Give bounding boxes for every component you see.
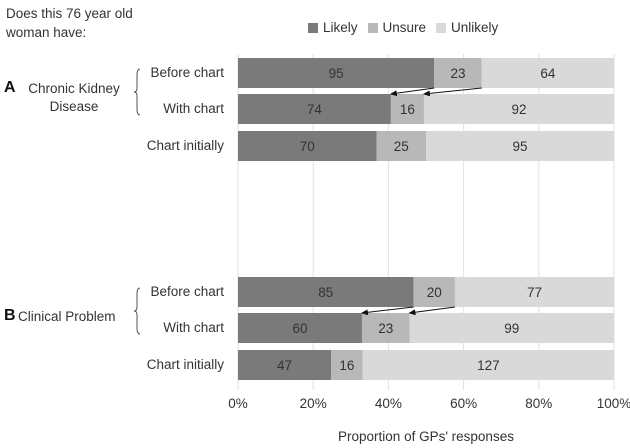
group-letter-b: B: [4, 307, 16, 324]
data-label: 60: [292, 321, 307, 336]
group-bracket-0: [133, 68, 141, 116]
data-label: 64: [540, 66, 556, 81]
bar-0-likely: [238, 58, 435, 88]
group-name-a: Chronic Kidney Disease: [28, 81, 120, 114]
row-label-a-before: Before chart: [150, 65, 224, 80]
shift-arrow-unsure-0: [422, 87, 482, 97]
legend-swatch-likely: [308, 22, 318, 33]
bar-0-unsure: [434, 58, 482, 88]
row-label-b-initially: Chart initially: [146, 357, 224, 372]
shift-arrow-likely-0: [389, 87, 435, 97]
x-tick-label: 40%: [375, 396, 402, 411]
legend-swatch-unsure: [367, 22, 378, 33]
data-label: 23: [378, 321, 393, 336]
data-label: 127: [477, 358, 500, 373]
data-label: 16: [400, 102, 415, 117]
data-label: 74: [307, 102, 323, 117]
shift-arrow-likely-1: [360, 306, 414, 316]
bar-2-likely: [238, 131, 377, 161]
bar-0-unlikely: [481, 58, 614, 88]
bar-5-likely: [238, 350, 332, 380]
data-label: 92: [511, 102, 526, 117]
bar-1-unsure: [390, 94, 424, 124]
data-label: 99: [504, 321, 519, 336]
legend-item-likely: Likely: [308, 20, 358, 35]
legend-label-unsure: Unsure: [382, 20, 427, 35]
bar-4-unsure: [361, 313, 410, 343]
bar-3-likely: [238, 277, 414, 307]
legend-item-unsure: Unsure: [367, 20, 427, 35]
group-letter-a: A: [4, 79, 16, 96]
data-label: 16: [339, 358, 354, 373]
bar-1-unlikely: [423, 94, 614, 124]
bar-5-unlikely: [362, 350, 614, 380]
row-label-b-with: With chart: [163, 320, 224, 335]
data-label: 70: [300, 139, 315, 154]
bar-3-unlikely: [454, 277, 614, 307]
shift-arrow-unsure-1: [408, 306, 455, 316]
chart-question: Does this 76 year old woman have:: [6, 6, 133, 40]
x-tick-label: 100%: [597, 396, 630, 411]
data-label: 85: [318, 285, 333, 300]
row-label-b-before: Before chart: [150, 284, 224, 299]
data-label: 23: [451, 66, 466, 81]
x-tick-label: 20%: [300, 396, 327, 411]
data-label: 20: [427, 285, 442, 300]
x-tick-label: 0%: [228, 396, 248, 411]
bar-1-likely: [238, 94, 391, 124]
x-tick-label: 80%: [525, 396, 552, 411]
data-label: 95: [512, 139, 527, 154]
data-label: 25: [394, 139, 409, 154]
bar-4-unlikely: [409, 313, 614, 343]
row-label-a-with: With chart: [163, 101, 224, 116]
bar-2-unlikely: [426, 131, 614, 161]
group-bracket-1: [133, 287, 141, 335]
legend-label-unlikely: Unlikely: [451, 20, 499, 35]
bar-3-unsure: [413, 277, 455, 307]
legend-item-unlikely: Unlikely: [436, 20, 498, 35]
group-name-b: Clinical Problem: [18, 309, 116, 324]
data-label: 77: [527, 285, 542, 300]
bar-5-unsure: [331, 350, 363, 380]
legend: Likely Unsure Unlikely: [308, 20, 498, 35]
data-label: 95: [329, 66, 344, 81]
legend-label-likely: Likely: [323, 20, 358, 35]
bar-4-likely: [238, 313, 362, 343]
bar-2-unsure: [376, 131, 426, 161]
row-label-a-initially: Chart initially: [146, 138, 224, 153]
data-label: 47: [277, 358, 292, 373]
x-tick-label: 60%: [450, 396, 477, 411]
legend-swatch-unlikely: [436, 22, 447, 33]
x-axis-title: Proportion of GPs' responses: [338, 429, 514, 444]
